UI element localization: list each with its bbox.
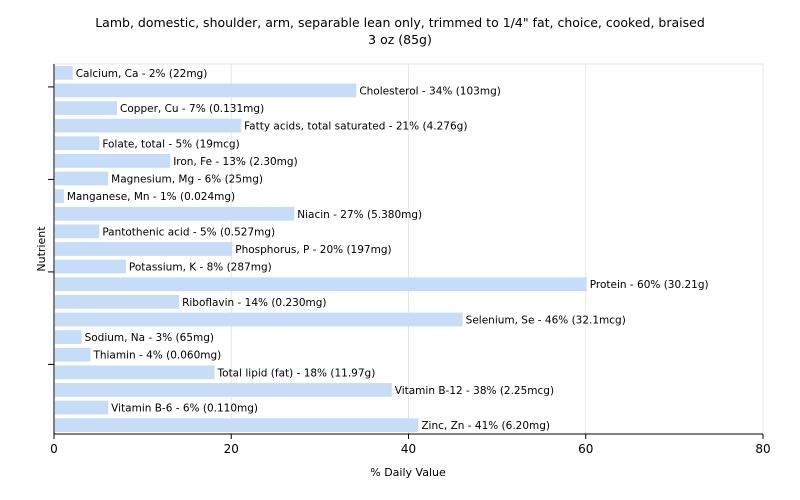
bar bbox=[55, 277, 587, 292]
bar-label: Copper, Cu - 7% (0.131mg) bbox=[120, 103, 264, 115]
bar-label: Fatty acids, total saturated - 21% (4.27… bbox=[244, 121, 467, 133]
bar-label: Zinc, Zn - 41% (6.20mg) bbox=[421, 420, 550, 432]
bar bbox=[55, 65, 73, 80]
bar-label: Iron, Fe - 13% (2.30mg) bbox=[173, 156, 297, 168]
x-tick-label: 80 bbox=[755, 442, 770, 456]
bar bbox=[55, 347, 91, 362]
chart-title: Lamb, domestic, shoulder, arm, separable… bbox=[95, 15, 705, 30]
chart-subtitle: 3 oz (85g) bbox=[368, 32, 432, 47]
bar-label: Vitamin B-6 - 6% (0.110mg) bbox=[111, 403, 258, 415]
bar bbox=[55, 118, 242, 133]
bar bbox=[55, 154, 171, 168]
bar bbox=[55, 365, 215, 380]
bar-label: Pantothenic acid - 5% (0.527mg) bbox=[102, 226, 275, 238]
bars: Calcium, Ca - 2% (22mg) Cholesterol - 34%… bbox=[55, 65, 709, 433]
bar-label: Folate, total - 5% (19mcg) bbox=[102, 138, 239, 150]
bar bbox=[55, 418, 419, 433]
bar-label: Riboflavin - 14% (0.230mg) bbox=[182, 297, 326, 309]
bar bbox=[55, 83, 357, 98]
bar bbox=[55, 101, 118, 115]
bar bbox=[55, 259, 126, 274]
bar bbox=[55, 330, 82, 344]
bar bbox=[55, 294, 180, 309]
bar-label: Protein - 60% (30.21g) bbox=[590, 279, 709, 291]
bar bbox=[55, 224, 100, 239]
bar bbox=[55, 312, 463, 327]
bar bbox=[55, 242, 233, 256]
x-tick-label: 40 bbox=[401, 442, 416, 456]
bar bbox=[55, 189, 64, 204]
x-tick-label: 0 bbox=[50, 442, 58, 456]
bar-label: Potassium, K - 8% (287mg) bbox=[129, 262, 272, 274]
bar-label: Calcium, Ca - 2% (22mg) bbox=[76, 68, 208, 80]
axes: 0 20 40 60 80 bbox=[48, 64, 771, 456]
bar bbox=[55, 400, 109, 415]
bar bbox=[55, 171, 109, 186]
x-tick-label: 60 bbox=[578, 442, 593, 456]
bar bbox=[55, 206, 295, 221]
bar-label: Sodium, Na - 3% (65mg) bbox=[85, 332, 214, 344]
bar bbox=[55, 383, 392, 397]
bar-label: Thiamin - 4% (0.060mg) bbox=[92, 350, 221, 362]
bar-label: Cholesterol - 34% (103mg) bbox=[359, 85, 501, 97]
bar-label: Vitamin B-12 - 38% (2.25mcg) bbox=[395, 385, 554, 397]
bar bbox=[55, 136, 100, 151]
bar-label: Niacin - 27% (5.380mg) bbox=[297, 209, 422, 221]
bar-label: Magnesium, Mg - 6% (25mg) bbox=[111, 174, 263, 186]
bar-label: Total lipid (fat) - 18% (11.97g) bbox=[217, 367, 376, 379]
x-axis-label: % Daily Value bbox=[370, 466, 446, 479]
bar-label: Selenium, Se - 46% (32.1mcg) bbox=[466, 314, 626, 326]
x-tick-label: 20 bbox=[224, 442, 239, 456]
y-axis-label: Nutrient bbox=[35, 226, 48, 272]
bar-label: Manganese, Mn - 1% (0.024mg) bbox=[67, 191, 235, 203]
bar-label: Phosphorus, P - 20% (197mg) bbox=[235, 244, 391, 256]
